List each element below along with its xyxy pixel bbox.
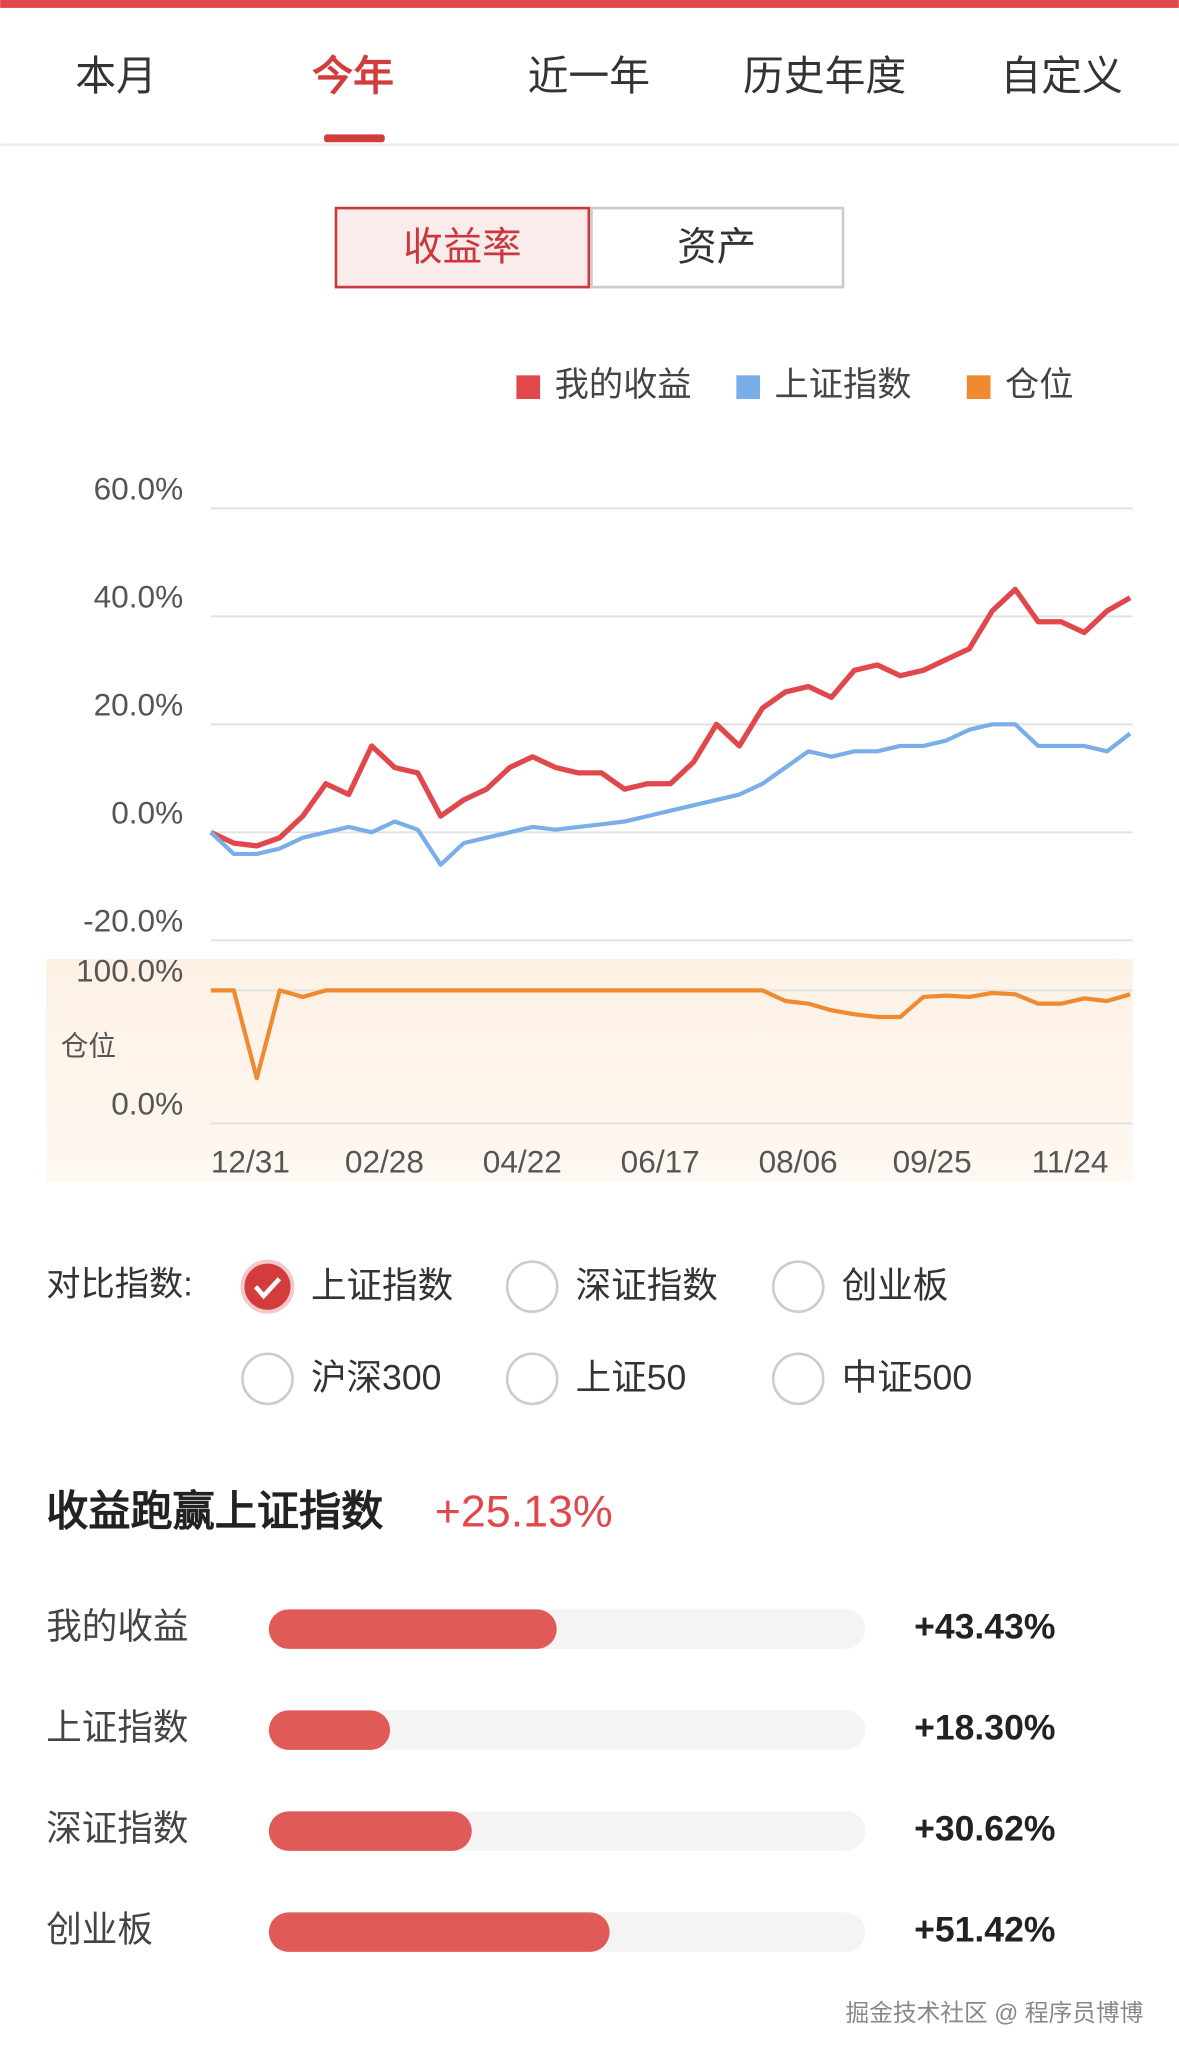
tab-underline <box>324 134 385 143</box>
radio-label[interactable]: 上证指数 <box>311 1265 453 1305</box>
x-tick-label: 02/28 <box>345 1144 424 1180</box>
line <box>210 988 1131 1081</box>
radio[interactable] <box>771 1352 825 1406</box>
radio[interactable] <box>505 1260 559 1314</box>
tab[interactable]: 本月 <box>75 53 157 99</box>
y-tick-label: 40.0% <box>94 579 184 615</box>
bar-value: +18.30% <box>914 1707 1055 1747</box>
radio-label[interactable]: 深证指数 <box>576 1265 718 1305</box>
bar <box>268 1609 557 1649</box>
tab[interactable]: 今年 <box>312 53 394 99</box>
toggle-active[interactable] <box>334 206 591 289</box>
x-tick-label: 08/06 <box>759 1144 838 1180</box>
bar-label: 创业板 <box>46 1910 153 1950</box>
x-tick-label: 11/24 <box>1032 1144 1109 1180</box>
y-tick-label: 100.0% <box>76 953 183 989</box>
line <box>209 586 1132 849</box>
y-tick-label: 0.0% <box>111 1086 183 1122</box>
radio-checked[interactable] <box>240 1259 295 1314</box>
bar <box>268 1710 391 1750</box>
radio-label[interactable]: 沪深300 <box>311 1358 441 1398</box>
legend-swatch <box>516 375 541 400</box>
radio-label[interactable]: 上证50 <box>576 1358 687 1398</box>
watermark: 掘金技术社区 @ 程序员博博 <box>846 2000 1144 2027</box>
radio[interactable] <box>505 1352 559 1406</box>
bar-label: 深证指数 <box>46 1808 188 1848</box>
radio-label[interactable]: 创业板 <box>842 1265 949 1305</box>
bar-value: +30.62% <box>914 1808 1055 1848</box>
y-tick-label: 0.0% <box>111 795 183 831</box>
legend-swatch <box>966 375 991 400</box>
tab[interactable]: 历史年度 <box>743 53 906 99</box>
toggle-inactive[interactable] <box>590 206 845 289</box>
check-icon <box>253 1277 282 1300</box>
legend-label: 仓位 <box>1005 366 1073 404</box>
radio[interactable] <box>241 1352 294 1406</box>
x-tick-label: 09/25 <box>893 1144 972 1180</box>
bar-track <box>268 1710 866 1750</box>
line <box>209 722 1132 867</box>
x-tick-label: 04/22 <box>483 1144 562 1180</box>
bar-label: 我的收益 <box>46 1606 188 1646</box>
summary-title: 收益跑赢上证指数 <box>46 1488 384 1535</box>
x-tick-label: 06/17 <box>621 1144 700 1180</box>
tab[interactable]: 自定义 <box>1000 53 1122 99</box>
toggle-label[interactable]: 资产 <box>677 226 756 270</box>
y-tick-label: -20.0% <box>83 903 183 939</box>
x-tick-label: 12/31 <box>211 1144 290 1180</box>
radio-label[interactable]: 中证500 <box>842 1358 972 1398</box>
bar <box>268 1912 610 1952</box>
y-tick-label: 20.0% <box>94 687 184 723</box>
bar <box>268 1811 472 1851</box>
top-bar <box>0 0 1179 8</box>
bar-label: 上证指数 <box>46 1707 188 1747</box>
legend-label: 我的收益 <box>555 366 692 404</box>
bar-value: +51.42% <box>914 1910 1055 1950</box>
y-tick-label: 60.0% <box>94 471 184 507</box>
summary-value: +25.13% <box>435 1486 613 1536</box>
legend-label: 上证指数 <box>775 366 912 404</box>
legend-swatch <box>736 375 761 400</box>
y-axis-label: 仓位 <box>61 1031 116 1062</box>
compare-label: 对比指数: <box>46 1266 192 1304</box>
toggle-label[interactable]: 收益率 <box>403 226 521 270</box>
tab[interactable]: 近一年 <box>528 53 650 99</box>
radio[interactable] <box>771 1260 825 1314</box>
bar-value: +43.43% <box>914 1606 1055 1646</box>
